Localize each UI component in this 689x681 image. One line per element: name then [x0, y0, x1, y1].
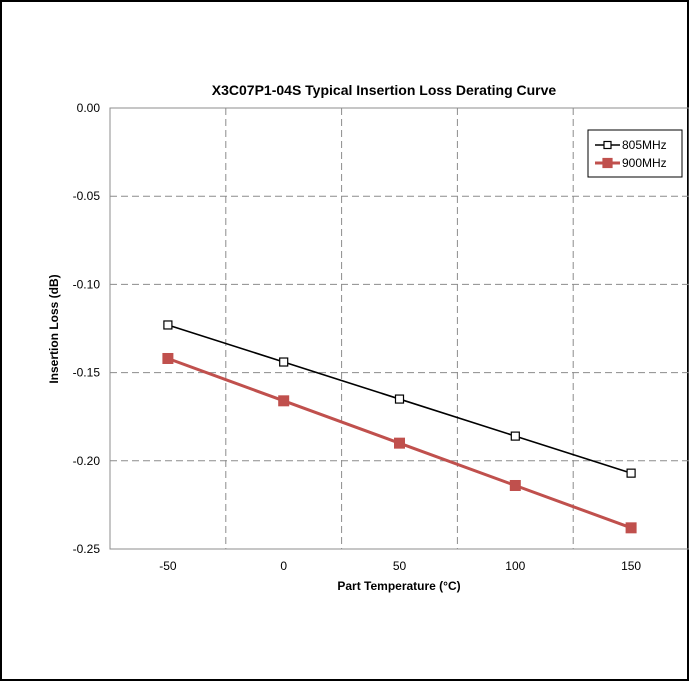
data-point-805mhz — [163, 320, 173, 330]
data-point-900mhz — [394, 437, 405, 449]
chart-title: X3C07P1-04S Typical Insertion Loss Derat… — [212, 82, 557, 98]
legend-marker-900mhz — [602, 157, 613, 169]
legend-label-900mhz: 900MHz — [622, 156, 667, 170]
x-tick-label: 150 — [621, 559, 641, 573]
data-point-900mhz — [625, 522, 637, 534]
y-tick-label: -0.20 — [73, 454, 101, 468]
x-tick-label: 0 — [280, 559, 287, 573]
data-point-900mhz — [278, 395, 290, 407]
legend-label-805mhz: 805MHz — [622, 138, 667, 152]
x-tick-label: 50 — [393, 559, 407, 573]
plot-area — [109, 107, 689, 550]
series-layer — [162, 320, 637, 534]
legend-box — [587, 129, 683, 178]
series-900mhz — [162, 352, 637, 534]
y-tick-label: -0.05 — [73, 189, 101, 203]
data-point-900mhz — [162, 352, 174, 364]
legend-marker-805mhz — [603, 140, 612, 150]
series-805mhz — [163, 320, 636, 478]
x-tick-label: -50 — [159, 559, 177, 573]
data-point-805mhz — [510, 431, 520, 441]
data-point-900mhz — [509, 479, 521, 491]
data-point-805mhz — [626, 468, 636, 478]
x-tick-labels: -50 0 50 100 150 — [159, 559, 641, 573]
y-tick-labels: 0.00 -0.05 -0.10 -0.15 -0.20 -0.25 — [73, 101, 101, 556]
data-point-805mhz — [394, 394, 405, 404]
legend: 805MHz 900MHz — [587, 129, 683, 178]
x-tick-label: 100 — [505, 559, 525, 573]
y-tick-label: 0.00 — [77, 101, 101, 115]
y-axis-label: Insertion Loss (dB) — [47, 274, 61, 383]
grid-layer — [110, 108, 689, 549]
y-tick-label: -0.15 — [73, 366, 101, 380]
data-point-805mhz — [279, 357, 289, 367]
y-tick-label: -0.25 — [73, 542, 101, 556]
x-axis-label: Part Temperature (°C) — [337, 579, 460, 593]
y-tick-label: -0.10 — [73, 277, 101, 291]
